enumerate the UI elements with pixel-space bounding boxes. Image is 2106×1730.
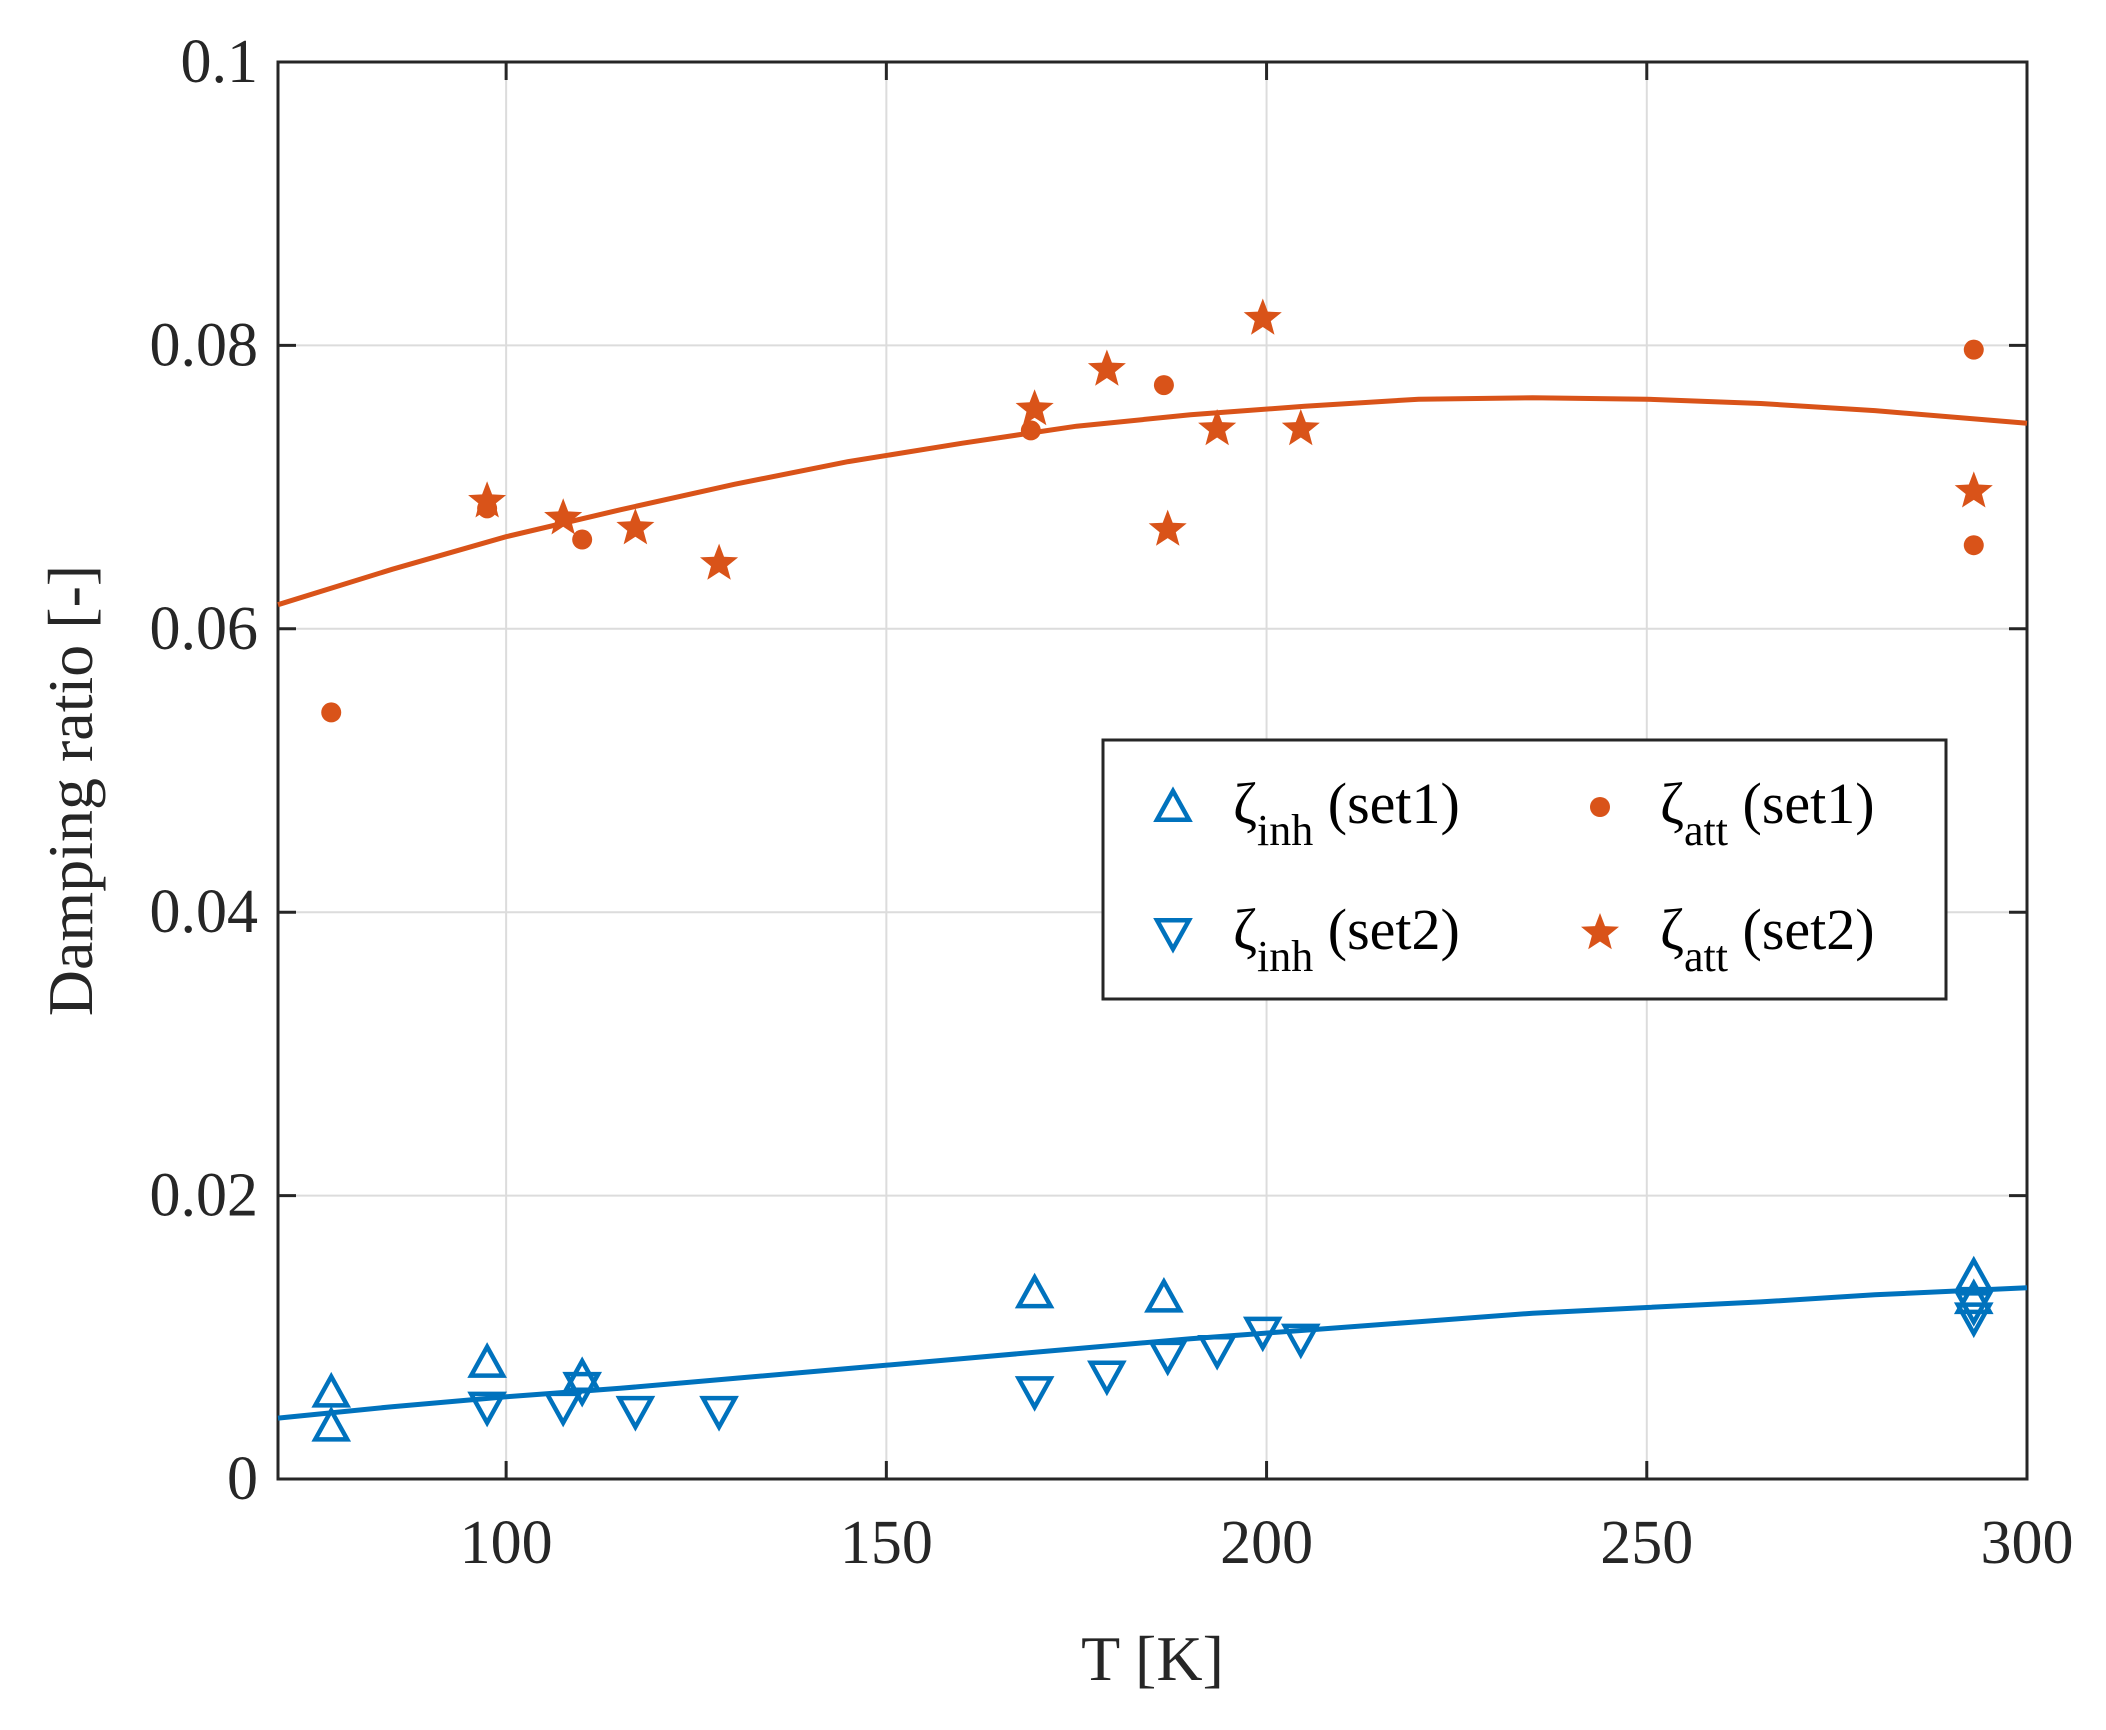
fit-curve (277, 1285, 2028, 1421)
data-point-star (1243, 298, 1282, 335)
data-markers (311, 298, 1994, 1442)
data-point-star (1198, 409, 1237, 446)
fit-curve (277, 395, 2028, 608)
data-point-triangle-up (1953, 1278, 1994, 1315)
data-point-dot (1963, 339, 1984, 360)
legend-marker-triangle-down (1153, 917, 1193, 954)
data-point-star (468, 481, 507, 518)
legend-label: ζinh (set2) (1233, 897, 1460, 981)
data-point-triangle-down (543, 1391, 583, 1428)
data-point-star (700, 543, 739, 580)
y-tick-label: 0.06 (150, 595, 259, 663)
x-tick-label: 100 (460, 1509, 553, 1577)
legend: ζinh (set1) ζinh (set2) ζatt (set1) ζatt (s… (1101, 738, 1948, 1001)
legend-label: ζinh (set1) (1233, 771, 1460, 855)
legend-entry: ζatt (set1) (1590, 771, 1875, 855)
plot-frame (276, 60, 2029, 1481)
data-point-triangle-down (1242, 1316, 1283, 1353)
data-point-dot (321, 702, 342, 723)
tick-labels: 100 150 200 250 300 0 0.02 0.04 0.06 0.08 0.1 (150, 28, 2074, 1577)
legend-entry: ζinh (set1) (1153, 771, 1460, 855)
legend-marker-star (1581, 913, 1619, 950)
data-point-dot (1963, 535, 1984, 556)
data-point-triangle-up (311, 1371, 352, 1408)
y-tick-label: 0.1 (181, 28, 259, 96)
data-point-dot (1020, 420, 1041, 441)
y-tick-label: 0.08 (150, 311, 259, 379)
data-point-star (616, 508, 655, 545)
legend-marker-triangle-up (1153, 786, 1193, 823)
x-tick-label: 150 (840, 1509, 933, 1577)
data-point-triangle-down (1280, 1323, 1321, 1360)
data-point-triangle-up (311, 1405, 352, 1442)
legend-box (1101, 738, 1948, 1001)
data-point-triangle-up (467, 1342, 507, 1378)
y-tick-label: 0.02 (150, 1162, 259, 1230)
data-point-triangle-down (467, 1391, 507, 1428)
legend-entry: ζinh (set2) (1153, 897, 1460, 981)
data-point-triangle-down (615, 1395, 656, 1432)
data-point-triangle-up (1144, 1276, 1184, 1313)
x-tick-label: 250 (1600, 1509, 1693, 1577)
data-point-triangle-down (1014, 1376, 1055, 1412)
data-point-triangle-down (1953, 1291, 1994, 1327)
x-tick-label: 200 (1220, 1509, 1313, 1577)
data-point-star (544, 498, 583, 535)
y-tick-label: 0.04 (150, 878, 259, 946)
legend-marker-dot (1590, 797, 1610, 817)
data-point-star (1281, 409, 1320, 446)
data-point-dot (1153, 375, 1174, 396)
y-axis-title: Damping ratio [-] (35, 565, 106, 1016)
data-point-triangle-down (1197, 1335, 1237, 1371)
legend-entries: ζinh (set1) ζinh (set2) ζatt (set1) ζatt (s… (1153, 771, 1875, 981)
x-tick-label: 300 (1981, 1509, 2074, 1577)
data-point-star (1148, 509, 1187, 546)
data-point-triangle-up (1014, 1272, 1055, 1309)
data-point-triangle-down (1087, 1360, 1127, 1397)
data-point-star (1087, 349, 1126, 386)
legend-label: ζatt (set1) (1660, 771, 1875, 855)
data-point-star (1015, 389, 1054, 426)
x-axis-title: T [K] (1081, 1623, 1224, 1694)
y-tick-label: 0 (227, 1445, 258, 1513)
data-point-triangle-down (562, 1371, 602, 1408)
data-point-triangle-up (1953, 1255, 1994, 1292)
data-point-triangle-down (1147, 1340, 1188, 1377)
data-point-triangle-down (699, 1395, 739, 1432)
legend-entry: ζatt (set2) (1581, 897, 1875, 981)
axis-ticks (278, 60, 2029, 1481)
data-point-triangle-down (1953, 1302, 1994, 1339)
legend-label: ζatt (set2) (1660, 897, 1875, 981)
data-point-dot (572, 529, 593, 550)
data-point-star (1954, 471, 1993, 508)
